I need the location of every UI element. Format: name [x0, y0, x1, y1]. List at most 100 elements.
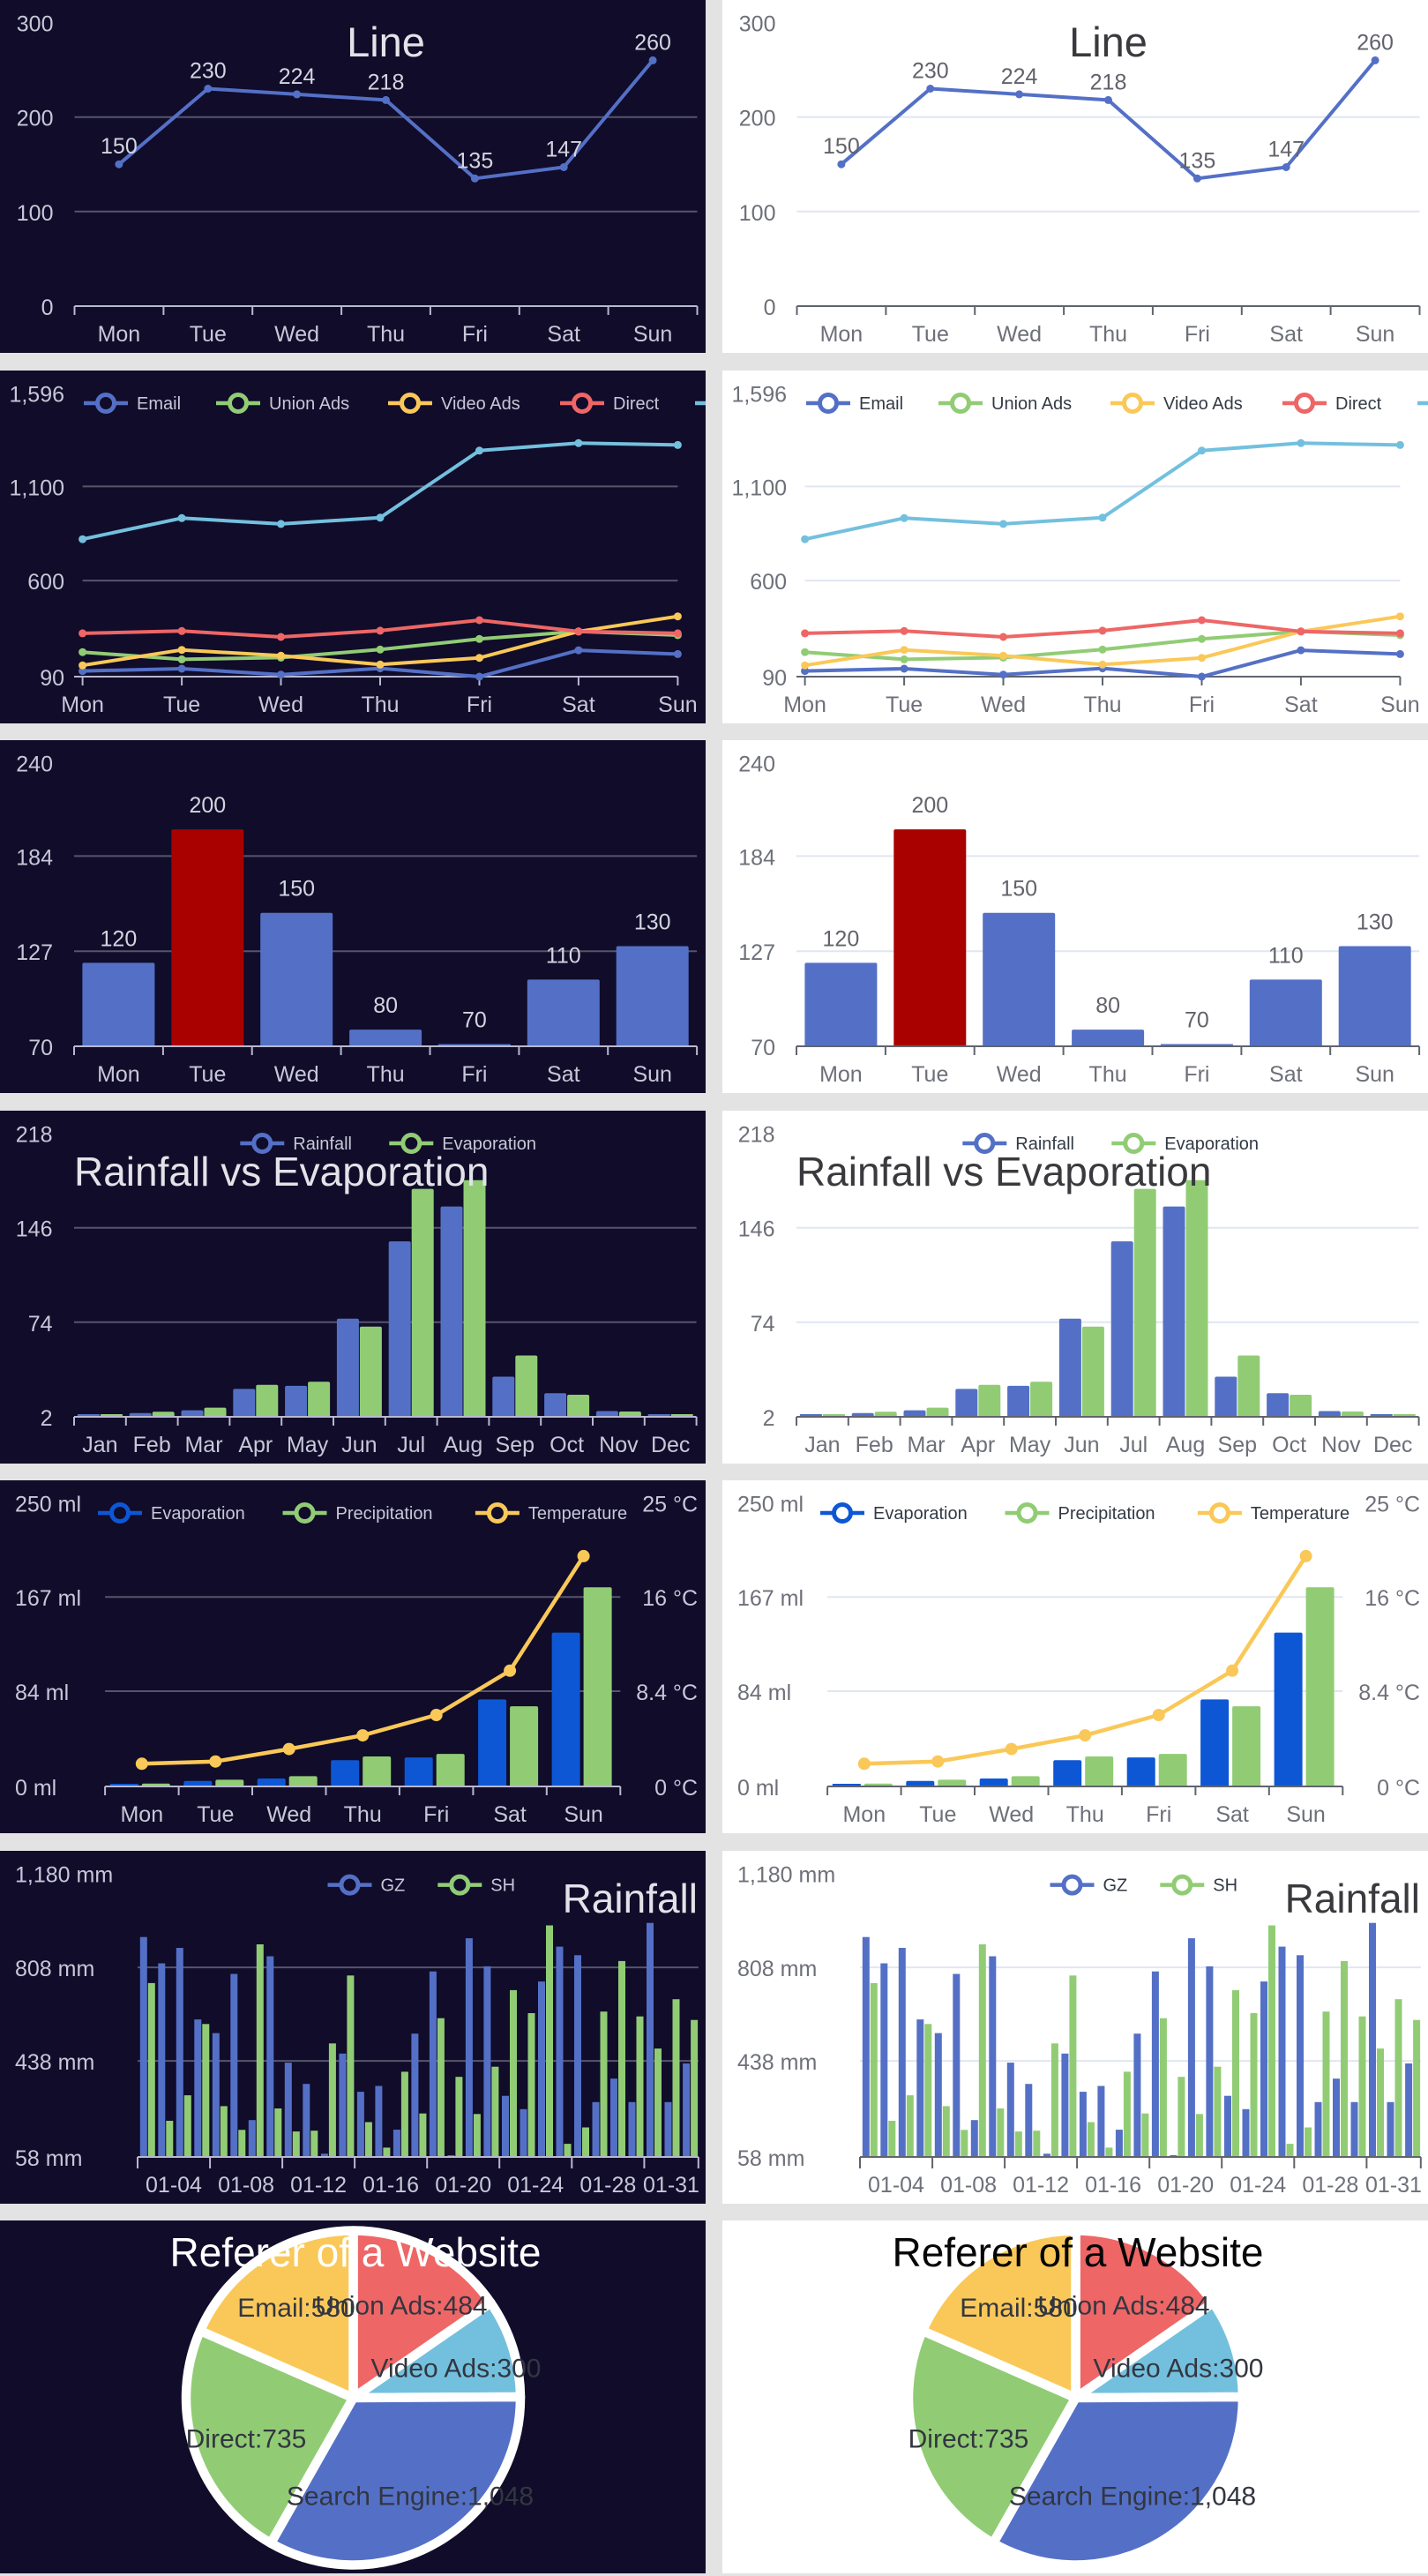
- svg-text:1,100: 1,100: [9, 476, 64, 500]
- svg-text:Sat: Sat: [1215, 1802, 1249, 1827]
- svg-text:Evaporation: Evaporation: [151, 1504, 245, 1524]
- svg-text:Thu: Thu: [367, 322, 405, 347]
- svg-text:224: 224: [279, 64, 316, 89]
- svg-text:2: 2: [41, 1406, 53, 1431]
- svg-text:Tue: Tue: [189, 1062, 226, 1087]
- svg-text:Sat: Sat: [1269, 322, 1303, 347]
- svg-text:240: 240: [738, 753, 775, 777]
- svg-text:230: 230: [190, 59, 227, 84]
- svg-text:Apr: Apr: [961, 1433, 995, 1457]
- svg-text:600: 600: [750, 570, 787, 595]
- svg-text:Fri: Fri: [1189, 693, 1215, 717]
- svg-text:218: 218: [16, 1122, 53, 1147]
- svg-text:0 ml: 0 ml: [737, 1776, 779, 1801]
- svg-text:Direct: Direct: [613, 394, 660, 414]
- svg-text:58 mm: 58 mm: [15, 2146, 82, 2171]
- svg-text:167 ml: 167 ml: [15, 1586, 81, 1611]
- svg-text:200: 200: [911, 793, 948, 818]
- svg-text:218: 218: [1090, 70, 1127, 94]
- svg-text:Video Ads:300: Video Ads:300: [1094, 2355, 1264, 2384]
- svg-text:Wed: Wed: [989, 1802, 1034, 1827]
- svg-text:74: 74: [28, 1311, 53, 1336]
- svg-text:Evaporation: Evaporation: [442, 1134, 536, 1154]
- svg-text:167 ml: 167 ml: [737, 1586, 804, 1611]
- svg-text:147: 147: [1267, 138, 1305, 162]
- svg-text:Wed: Wed: [997, 1062, 1042, 1087]
- svg-text:Direct:735: Direct:735: [186, 2425, 307, 2454]
- svg-text:130: 130: [1357, 910, 1394, 935]
- svg-text:Referer of a Website: Referer of a Website: [169, 2229, 541, 2275]
- svg-text:127: 127: [738, 940, 775, 965]
- svg-text:Jul: Jul: [1119, 1433, 1148, 1457]
- svg-text:0: 0: [41, 296, 54, 320]
- svg-text:Tue: Tue: [190, 322, 227, 347]
- svg-text:01-31: 01-31: [1365, 2173, 1422, 2198]
- svg-text:01-08: 01-08: [940, 2173, 997, 2198]
- svg-text:Email:580: Email:580: [237, 2294, 355, 2323]
- svg-text:Union Ads:484: Union Ads:484: [315, 2292, 487, 2321]
- svg-text:Rainfall vs Evaporation: Rainfall vs Evaporation: [796, 1149, 1211, 1194]
- svg-text:438 mm: 438 mm: [15, 2050, 94, 2075]
- svg-text:01-16: 01-16: [363, 2173, 419, 2198]
- svg-text:218: 218: [738, 1122, 775, 1147]
- svg-text:146: 146: [738, 1217, 775, 1241]
- svg-text:Fri: Fri: [1146, 1802, 1171, 1827]
- svg-text:Mon: Mon: [783, 693, 826, 717]
- svg-text:Nov: Nov: [1321, 1433, 1361, 1457]
- svg-text:Precipitation: Precipitation: [336, 1504, 433, 1524]
- svg-text:150: 150: [101, 134, 138, 159]
- svg-text:250 ml: 250 ml: [737, 1493, 804, 1517]
- svg-text:8.4 °C: 8.4 °C: [636, 1681, 698, 1705]
- svg-text:01-16: 01-16: [1085, 2173, 1141, 2198]
- svg-text:01-12: 01-12: [1013, 2173, 1069, 2198]
- svg-text:Aug: Aug: [1166, 1433, 1205, 1457]
- svg-text:Dec: Dec: [651, 1433, 690, 1457]
- svg-text:135: 135: [1179, 148, 1216, 173]
- svg-text:74: 74: [751, 1311, 775, 1336]
- svg-text:Thu: Thu: [1089, 322, 1127, 347]
- svg-text:184: 184: [16, 845, 53, 870]
- svg-text:Referer of a Website: Referer of a Website: [892, 2229, 1263, 2275]
- svg-text:70: 70: [28, 1036, 53, 1060]
- svg-text:Wed: Wed: [274, 1062, 319, 1087]
- svg-text:Dec: Dec: [1373, 1433, 1412, 1457]
- svg-text:Sat: Sat: [1284, 693, 1318, 717]
- svg-text:Sun: Sun: [1356, 322, 1394, 347]
- svg-text:Jul: Jul: [397, 1433, 425, 1457]
- svg-text:80: 80: [1095, 993, 1120, 1018]
- svg-text:Union Ads: Union Ads: [991, 394, 1072, 414]
- svg-text:Direct: Direct: [1335, 394, 1382, 414]
- svg-text:Mon: Mon: [61, 693, 104, 717]
- svg-text:Temperature: Temperature: [528, 1504, 627, 1524]
- svg-text:Sep: Sep: [496, 1433, 535, 1457]
- svg-text:Direct:735: Direct:735: [908, 2425, 1029, 2454]
- svg-text:300: 300: [17, 12, 54, 37]
- svg-text:Rainfall vs Evaporation: Rainfall vs Evaporation: [74, 1149, 489, 1194]
- svg-text:16 °C: 16 °C: [1364, 1586, 1420, 1611]
- svg-text:147: 147: [545, 138, 582, 162]
- svg-text:808 mm: 808 mm: [15, 1957, 94, 1981]
- svg-text:0 °C: 0 °C: [654, 1776, 698, 1801]
- svg-text:GZ: GZ: [381, 1876, 406, 1895]
- svg-text:135: 135: [457, 148, 494, 173]
- svg-text:150: 150: [1000, 877, 1037, 902]
- svg-text:224: 224: [1001, 64, 1038, 89]
- svg-text:01-12: 01-12: [290, 2173, 347, 2198]
- svg-text:260: 260: [634, 30, 671, 55]
- svg-text:0 ml: 0 ml: [15, 1776, 56, 1801]
- svg-text:84 ml: 84 ml: [737, 1681, 791, 1705]
- svg-text:Tue: Tue: [886, 693, 923, 717]
- svg-text:200: 200: [17, 107, 54, 131]
- svg-text:Mon: Mon: [98, 322, 141, 347]
- svg-text:Thu: Thu: [1089, 1062, 1127, 1087]
- svg-text:01-20: 01-20: [1157, 2173, 1214, 2198]
- svg-text:Union Ads:484: Union Ads:484: [1037, 2292, 1209, 2321]
- svg-text:Wed: Wed: [274, 322, 319, 347]
- svg-text:Feb: Feb: [133, 1433, 171, 1457]
- svg-text:Mon: Mon: [842, 1802, 886, 1827]
- svg-text:100: 100: [739, 201, 776, 226]
- svg-text:130: 130: [634, 910, 671, 935]
- svg-text:84 ml: 84 ml: [15, 1681, 69, 1705]
- svg-text:80: 80: [373, 993, 398, 1018]
- svg-text:May: May: [287, 1433, 329, 1457]
